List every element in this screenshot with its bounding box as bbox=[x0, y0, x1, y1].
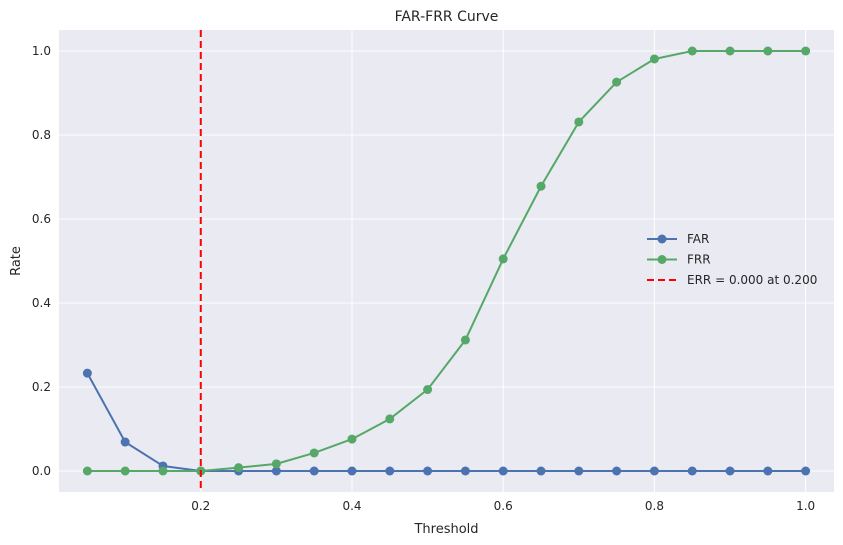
x-axis-title: Threshold bbox=[413, 522, 478, 537]
data-point-frr bbox=[347, 434, 357, 444]
tick-labels: 0.2 0.4 0.6 0.8 1.0 0.0 0.2 0.4 0.6 0.8 1.0 bbox=[32, 44, 815, 513]
plot-area bbox=[59, 30, 834, 492]
data-point-far bbox=[763, 466, 773, 476]
legend-marker-far bbox=[657, 234, 667, 244]
y-tick-label: 0.8 bbox=[32, 128, 51, 142]
data-point-frr bbox=[687, 46, 697, 56]
data-point-far bbox=[649, 466, 659, 476]
x-tick-label: 0.2 bbox=[191, 499, 210, 513]
data-point-frr bbox=[385, 414, 395, 424]
y-tick-label: 0.4 bbox=[32, 296, 51, 310]
x-tick-label: 0.6 bbox=[494, 499, 513, 513]
legend-label-err: ERR = 0.000 at 0.200 bbox=[687, 273, 817, 287]
data-point-frr bbox=[82, 466, 92, 476]
data-point-frr bbox=[498, 254, 508, 264]
legend-label-far: FAR bbox=[687, 232, 709, 246]
data-point-far bbox=[82, 368, 92, 378]
data-point-frr bbox=[649, 54, 659, 64]
data-point-frr bbox=[612, 77, 622, 87]
data-point-far bbox=[347, 466, 357, 476]
y-tick-label: 1.0 bbox=[32, 44, 51, 58]
data-point-frr bbox=[801, 46, 811, 56]
y-tick-label: 0.6 bbox=[32, 212, 51, 226]
data-point-frr bbox=[309, 448, 319, 458]
data-point-frr bbox=[423, 385, 433, 395]
x-tick-label: 0.4 bbox=[342, 499, 361, 513]
chart-title: FAR-FRR Curve bbox=[395, 9, 499, 25]
chart-marks bbox=[82, 30, 811, 492]
data-point-far bbox=[271, 466, 281, 476]
data-point-frr bbox=[460, 335, 470, 345]
data-point-frr bbox=[725, 46, 735, 56]
data-point-far bbox=[385, 466, 395, 476]
data-point-far bbox=[309, 466, 319, 476]
data-point-frr bbox=[574, 117, 584, 127]
data-point-frr bbox=[536, 181, 546, 191]
data-point-far bbox=[423, 466, 433, 476]
data-point-far bbox=[574, 466, 584, 476]
data-point-frr bbox=[234, 463, 244, 473]
y-tick-label: 0.2 bbox=[32, 380, 51, 394]
data-point-far bbox=[536, 466, 546, 476]
data-point-far bbox=[120, 437, 130, 447]
legend-marker-frr bbox=[657, 255, 667, 264]
x-tick-label: 1.0 bbox=[796, 499, 815, 513]
data-point-frr bbox=[271, 459, 281, 469]
data-point-far bbox=[612, 466, 622, 476]
data-point-far bbox=[687, 466, 697, 476]
data-point-frr bbox=[763, 46, 773, 56]
series-line-frr bbox=[87, 50, 806, 472]
data-point-far bbox=[498, 466, 508, 476]
data-point-far bbox=[460, 466, 470, 476]
data-point-far bbox=[801, 466, 811, 476]
data-point-far bbox=[725, 466, 735, 476]
legend: FAR FRR ERR = 0.000 at 0.200 bbox=[647, 232, 817, 287]
y-tick-label: 0.0 bbox=[32, 464, 51, 478]
y-axis-title: Rate bbox=[9, 246, 24, 276]
x-tick-label: 0.8 bbox=[645, 499, 664, 513]
series-frr bbox=[82, 46, 811, 476]
legend-label-frr: FRR bbox=[687, 253, 711, 267]
data-point-frr bbox=[158, 466, 168, 476]
data-point-frr bbox=[120, 466, 130, 476]
